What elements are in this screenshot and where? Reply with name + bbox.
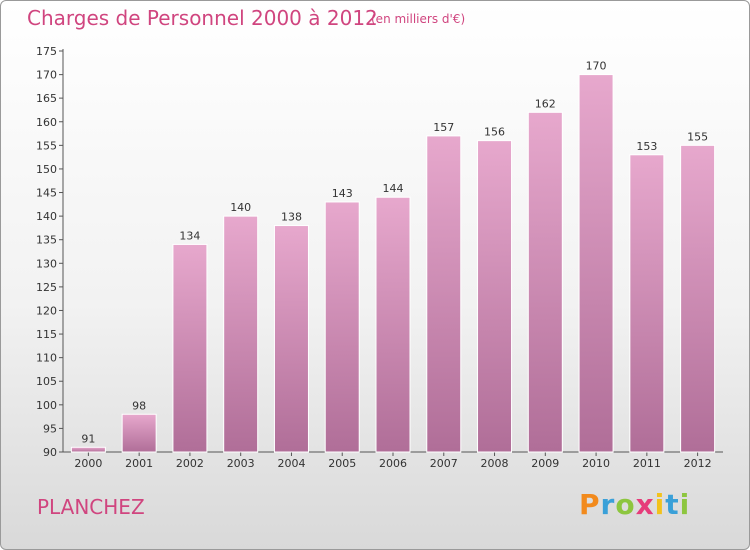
bar-value-label: 91 bbox=[81, 432, 95, 445]
bar bbox=[629, 154, 665, 453]
x-tick-label: 2002 bbox=[176, 457, 204, 470]
logo-letter: t bbox=[665, 488, 680, 521]
logo-letter: P bbox=[579, 488, 601, 521]
bar bbox=[70, 446, 106, 453]
x-tick-label: 2004 bbox=[277, 457, 305, 470]
y-tick-label: 120 bbox=[36, 304, 57, 317]
y-tick-label: 110 bbox=[36, 352, 57, 365]
logo-letter: i bbox=[654, 488, 666, 521]
y-tick-label: 165 bbox=[36, 92, 57, 105]
x-tick-label: 2012 bbox=[684, 457, 712, 470]
bar-value-label: 170 bbox=[586, 60, 607, 73]
bar bbox=[680, 144, 716, 453]
bar bbox=[172, 243, 208, 453]
bar-value-label: 156 bbox=[484, 126, 505, 139]
bar bbox=[273, 225, 309, 453]
bar-value-label: 140 bbox=[230, 201, 251, 214]
y-tick-label: 135 bbox=[36, 234, 57, 247]
logo-letter: o bbox=[615, 488, 636, 521]
y-tick-label: 160 bbox=[36, 116, 57, 129]
x-tick-label: 2006 bbox=[379, 457, 407, 470]
x-tick-label: 2005 bbox=[328, 457, 356, 470]
bar-value-label: 162 bbox=[535, 97, 556, 110]
x-tick-label: 2011 bbox=[633, 457, 661, 470]
y-tick-label: 130 bbox=[36, 257, 57, 270]
x-tick-label: 2003 bbox=[227, 457, 255, 470]
logo-letter: i bbox=[679, 488, 691, 521]
logo-letter: r bbox=[600, 488, 616, 521]
axes: 90 95 100 105 110 115 120 125 130 135 140 145 150 155… bbox=[36, 45, 723, 470]
x-tick-label: 2010 bbox=[582, 457, 610, 470]
x-tick-label: 2000 bbox=[74, 457, 102, 470]
y-tick-label: 125 bbox=[36, 281, 57, 294]
y-tick-label: 175 bbox=[36, 45, 57, 58]
y-tick-label: 115 bbox=[36, 328, 57, 341]
bar-value-label: 143 bbox=[332, 187, 353, 200]
y-tick-label: 90 bbox=[43, 446, 57, 459]
bar-value-label: 134 bbox=[179, 229, 200, 242]
bar-value-label: 138 bbox=[281, 211, 302, 224]
x-tick-label: 2009 bbox=[531, 457, 559, 470]
bar-value-label: 153 bbox=[636, 140, 657, 153]
bars: 91 98 134 140 138 143 144 157 156 162 170 153 155 bbox=[70, 60, 716, 453]
bar-value-label: 144 bbox=[383, 182, 404, 195]
y-tick-label: 150 bbox=[36, 163, 57, 176]
bar bbox=[375, 196, 411, 453]
y-tick-label: 95 bbox=[43, 422, 57, 435]
bar bbox=[527, 111, 563, 453]
y-tick-label: 170 bbox=[36, 69, 57, 82]
chart-subtitle: (en milliers d'€) bbox=[371, 12, 466, 26]
bar bbox=[223, 215, 259, 453]
chart-title: Charges de Personnel 2000 à 2012 bbox=[27, 6, 378, 30]
y-tick-label: 105 bbox=[36, 375, 57, 388]
y-tick-label: 155 bbox=[36, 139, 57, 152]
bar-value-label: 157 bbox=[433, 121, 454, 134]
bar-value-label: 155 bbox=[687, 130, 708, 143]
bar-value-label: 98 bbox=[132, 399, 146, 412]
x-tick-label: 2007 bbox=[430, 457, 458, 470]
bar bbox=[477, 140, 513, 453]
bar bbox=[324, 201, 360, 453]
bar bbox=[121, 413, 157, 453]
bar bbox=[578, 74, 614, 453]
proxiti-logo: Proxiti bbox=[579, 488, 690, 521]
place-name: PLANCHEZ bbox=[37, 495, 145, 519]
bar bbox=[426, 135, 462, 453]
x-tick-label: 2001 bbox=[125, 457, 153, 470]
y-tick-label: 100 bbox=[36, 399, 57, 412]
x-tick-label: 2008 bbox=[481, 457, 509, 470]
y-tick-label: 140 bbox=[36, 210, 57, 223]
logo-letter: x bbox=[635, 488, 655, 521]
y-tick-label: 145 bbox=[36, 187, 57, 200]
